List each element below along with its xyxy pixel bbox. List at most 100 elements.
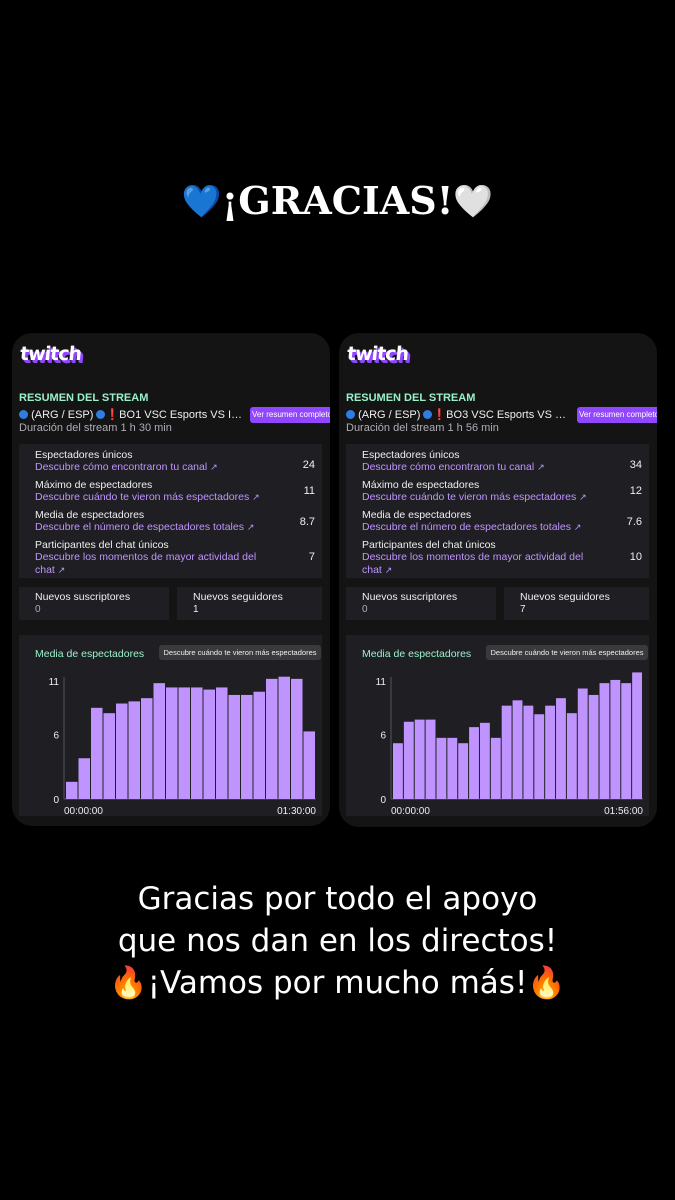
- stat-value: 8.7: [299, 516, 315, 528]
- bar: [291, 678, 303, 799]
- box-value: 0: [35, 604, 41, 615]
- bar: [278, 676, 290, 799]
- stats-card: Espectadores únicos Descubre cómo encont…: [346, 444, 649, 578]
- bar: [621, 683, 632, 799]
- bar: [393, 743, 403, 799]
- bar: [599, 683, 610, 799]
- bar: [501, 705, 512, 799]
- bar: [241, 694, 253, 799]
- full-summary-button[interactable]: Ver resumen completo: [250, 407, 330, 423]
- bar: [178, 687, 190, 799]
- stats-card: Espectadores únicos Descubre cómo encont…: [19, 444, 322, 578]
- caption-line-3: 🔥¡Vamos por mucho más!🔥: [0, 962, 675, 1004]
- bar: [103, 713, 115, 799]
- external-arrow-icon: ↗: [384, 565, 393, 575]
- twitch-logo: twitch: [345, 343, 410, 365]
- bar: [153, 683, 165, 799]
- stat-row-max-viewers: Máximo de espectadores Descubre cuándo t…: [362, 479, 642, 504]
- stream-duration: Duración del stream 1 h 30 min: [19, 422, 172, 434]
- exclamation-icon: ❗: [432, 409, 447, 421]
- external-arrow-icon: ↗: [573, 522, 582, 532]
- new-subscribers-box: Nuevos suscriptores 0: [346, 587, 496, 620]
- bar: [414, 719, 425, 799]
- bar: [566, 713, 577, 799]
- y-tick-label: 0: [53, 795, 59, 806]
- y-tick-label: 0: [380, 795, 386, 806]
- stat-row-unique-viewers: Espectadores únicos Descubre cómo encont…: [362, 449, 642, 474]
- bar: [91, 707, 103, 799]
- x-start-label: 00:00:00: [64, 806, 103, 816]
- stream-flag: (ARG / ESP): [358, 409, 421, 421]
- chart-title: Media de espectadores: [35, 648, 145, 660]
- bar: [534, 714, 545, 799]
- box-value: 7: [520, 604, 526, 615]
- section-title: RESUMEN DEL STREAM: [19, 392, 149, 404]
- bar: [490, 737, 501, 799]
- stat-value: 7: [308, 551, 315, 563]
- stat-link[interactable]: Descubre el número de espectadores total…: [362, 521, 582, 533]
- external-arrow-icon: ↗: [210, 462, 218, 472]
- chart-peak-button[interactable]: Descubre cuándo te vieron más espectador…: [159, 645, 321, 660]
- stat-value: 12: [629, 485, 642, 497]
- stat-row-chat-participants: Participantes del chat únicos Descubre l…: [362, 539, 642, 577]
- stat-label: Máximo de espectadores: [35, 479, 153, 491]
- y-tick-label: 6: [53, 731, 59, 742]
- bar: [425, 719, 436, 799]
- bar-chart: 11 6 0 00:00:00 01:30:00: [49, 676, 316, 816]
- chart-title: Media de espectadores: [362, 648, 472, 660]
- caption-line-3-text: ¡Vamos por mucho más!: [147, 965, 528, 1001]
- stream-summary-panel-1: twitch RESUMEN DEL STREAM (ARG / ESP) ❗B…: [12, 333, 330, 826]
- bar: [556, 698, 566, 799]
- bar: [78, 758, 90, 799]
- bar: [216, 687, 228, 799]
- stat-link[interactable]: Descubre cómo encontraron tu canal ↗: [35, 461, 218, 473]
- bar: [545, 705, 556, 799]
- bar: [266, 678, 278, 799]
- bar: [458, 743, 469, 799]
- stream-title: (ARG / ESP) ❗BO1 VSC Esports VS Inuin…: [19, 408, 244, 421]
- stat-link[interactable]: Descubre los momentos de mayor actividad…: [35, 551, 257, 576]
- bar: [436, 737, 447, 799]
- fire-icon: 🔥: [109, 965, 148, 1001]
- blue-heart-icon: 💙: [181, 182, 222, 220]
- stat-link[interactable]: Descubre cómo encontraron tu canal ↗: [362, 461, 545, 473]
- box-label: Nuevos seguidores: [193, 591, 283, 603]
- stat-link[interactable]: Descubre cuándo te vieron más espectador…: [35, 491, 260, 503]
- stat-value: 24: [302, 459, 315, 471]
- stream-title-text: BO3 VSC Esports VS Not E…: [446, 409, 571, 421]
- bar: [523, 705, 534, 799]
- chart-peak-button[interactable]: Descubre cuándo te vieron más espectador…: [486, 645, 648, 660]
- bar: [191, 687, 203, 799]
- stat-row-max-viewers: Máximo de espectadores Descubre cuándo t…: [35, 479, 315, 504]
- bar: [447, 737, 458, 799]
- stat-link[interactable]: Descubre el número de espectadores total…: [35, 521, 255, 533]
- stat-link[interactable]: Descubre los momentos de mayor actividad…: [362, 551, 584, 576]
- stat-value: 7.6: [626, 516, 642, 528]
- stat-link[interactable]: Descubre cuándo te vieron más espectador…: [362, 491, 587, 503]
- box-label: Nuevos suscriptores: [362, 591, 458, 603]
- bar: [141, 698, 153, 799]
- bar-chart: 11 6 0 00:00:00 01:56:00: [376, 672, 643, 816]
- stream-duration: Duración del stream 1 h 56 min: [346, 422, 499, 434]
- blue-circle-icon: [346, 410, 355, 419]
- stat-value: 34: [629, 459, 642, 471]
- bar: [303, 731, 315, 799]
- section-title: RESUMEN DEL STREAM: [346, 392, 476, 404]
- stream-summary-panel-2: twitch RESUMEN DEL STREAM (ARG / ESP) ❗B…: [339, 333, 657, 827]
- new-followers-box: Nuevos seguidores 1: [177, 587, 322, 620]
- full-summary-button[interactable]: Ver resumen completo: [577, 407, 657, 423]
- stat-label: Media de espectadores: [35, 509, 145, 521]
- stat-label: Espectadores únicos: [35, 449, 133, 461]
- external-arrow-icon: ↗: [246, 522, 255, 532]
- avg-viewers-chart-card: Media de espectadores Descubre cuándo te…: [346, 635, 649, 816]
- bar: [166, 687, 178, 799]
- stat-label: Participantes del chat únicos: [362, 539, 496, 551]
- x-end-label: 01:56:00: [604, 806, 643, 816]
- fire-icon: 🔥: [527, 965, 566, 1001]
- stat-row-unique-viewers: Espectadores únicos Descubre cómo encont…: [35, 449, 315, 474]
- stat-label: Máximo de espectadores: [362, 479, 480, 491]
- bar: [403, 721, 414, 799]
- stat-label: Participantes del chat únicos: [35, 539, 169, 551]
- caption: Gracias por todo el apoyo que nos dan en…: [0, 878, 675, 1004]
- stat-label: Media de espectadores: [362, 509, 472, 521]
